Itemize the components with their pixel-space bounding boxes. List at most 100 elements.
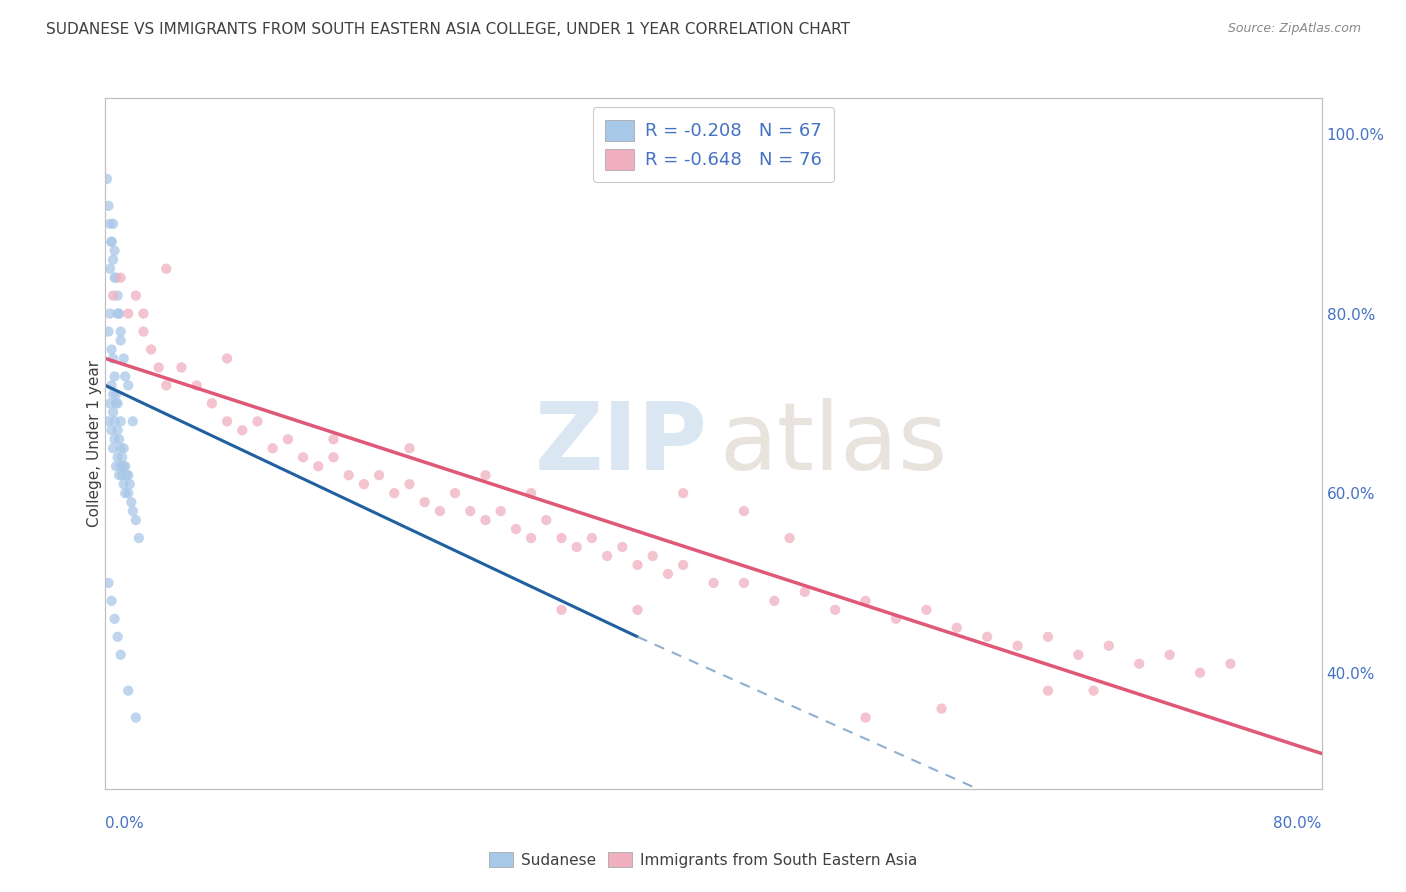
Point xyxy=(1128,657,1150,671)
Point xyxy=(110,325,132,339)
Point xyxy=(96,172,118,186)
Point xyxy=(170,360,193,375)
Point xyxy=(855,594,877,608)
Point xyxy=(111,468,134,483)
Point xyxy=(413,495,436,509)
Point xyxy=(733,504,755,518)
Point xyxy=(101,405,124,419)
Point xyxy=(128,531,150,545)
Point xyxy=(398,442,420,456)
Point xyxy=(101,252,124,267)
Point xyxy=(1007,639,1029,653)
Point xyxy=(779,531,801,545)
Point xyxy=(105,396,128,410)
Point xyxy=(103,414,125,428)
Point xyxy=(641,549,664,563)
Point xyxy=(1036,683,1059,698)
Point xyxy=(520,486,543,500)
Point xyxy=(107,423,129,437)
Point xyxy=(931,701,953,715)
Point xyxy=(101,217,124,231)
Point xyxy=(382,486,405,500)
Point xyxy=(550,531,572,545)
Point xyxy=(322,450,344,465)
Point xyxy=(672,486,695,500)
Point xyxy=(612,540,634,554)
Point xyxy=(217,351,239,366)
Point xyxy=(111,450,134,465)
Point xyxy=(1188,665,1211,680)
Point xyxy=(489,504,512,518)
Point xyxy=(353,477,375,491)
Point xyxy=(100,423,122,437)
Point xyxy=(139,343,162,357)
Point xyxy=(458,504,481,518)
Point xyxy=(368,468,391,483)
Point xyxy=(107,450,129,465)
Point xyxy=(1083,683,1105,698)
Point xyxy=(262,442,284,456)
Point xyxy=(112,351,135,366)
Point xyxy=(246,414,269,428)
Point xyxy=(98,217,121,231)
Text: Source: ZipAtlas.com: Source: ZipAtlas.com xyxy=(1227,22,1361,36)
Point xyxy=(100,235,122,249)
Point xyxy=(565,540,588,554)
Point xyxy=(107,288,129,302)
Point xyxy=(118,477,141,491)
Point xyxy=(114,369,136,384)
Text: SUDANESE VS IMMIGRANTS FROM SOUTH EASTERN ASIA COLLEGE, UNDER 1 YEAR CORRELATION: SUDANESE VS IMMIGRANTS FROM SOUTH EASTER… xyxy=(46,22,851,37)
Point xyxy=(121,504,143,518)
Point xyxy=(107,307,129,321)
Point xyxy=(733,576,755,591)
Point xyxy=(155,261,177,276)
Point xyxy=(117,468,139,483)
Point xyxy=(97,576,120,591)
Point xyxy=(107,396,129,410)
Point xyxy=(117,307,139,321)
Point xyxy=(110,442,132,456)
Legend: Sudanese, Immigrants from South Eastern Asia: Sudanese, Immigrants from South Eastern … xyxy=(482,846,924,873)
Point xyxy=(110,414,132,428)
Point xyxy=(125,288,148,302)
Point xyxy=(101,387,124,401)
Point xyxy=(114,459,136,474)
Point xyxy=(100,235,122,249)
Point xyxy=(101,351,124,366)
Point xyxy=(110,459,132,474)
Point xyxy=(125,513,148,527)
Point xyxy=(98,396,121,410)
Text: atlas: atlas xyxy=(720,398,948,490)
Point xyxy=(824,603,846,617)
Point xyxy=(110,334,132,348)
Point xyxy=(97,325,120,339)
Point xyxy=(217,414,239,428)
Point xyxy=(112,477,135,491)
Point xyxy=(444,486,467,500)
Point xyxy=(884,612,907,626)
Point xyxy=(121,414,143,428)
Point xyxy=(105,387,128,401)
Point xyxy=(231,423,253,437)
Point xyxy=(536,513,558,527)
Point xyxy=(277,432,299,446)
Text: ZIP: ZIP xyxy=(534,398,707,490)
Point xyxy=(100,343,122,357)
Point xyxy=(672,558,695,572)
Point xyxy=(97,199,120,213)
Point xyxy=(98,261,121,276)
Point xyxy=(103,270,125,285)
Text: 0.0%: 0.0% xyxy=(105,816,145,830)
Point xyxy=(117,378,139,392)
Point xyxy=(186,378,208,392)
Point xyxy=(108,307,131,321)
Point xyxy=(793,585,815,599)
Y-axis label: College, Under 1 year: College, Under 1 year xyxy=(87,360,101,527)
Point xyxy=(292,450,315,465)
Point xyxy=(1219,657,1241,671)
Point xyxy=(103,612,125,626)
Text: 80.0%: 80.0% xyxy=(1274,816,1322,830)
Point xyxy=(112,442,135,456)
Point xyxy=(474,468,496,483)
Point xyxy=(114,486,136,500)
